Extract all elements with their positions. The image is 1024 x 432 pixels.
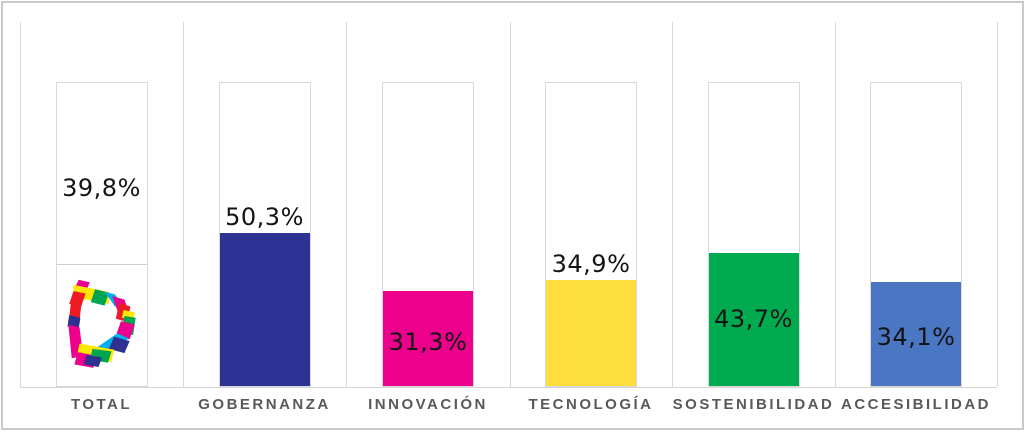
bar-accesibilidad bbox=[871, 282, 961, 386]
dti-hexagon-logo bbox=[66, 279, 136, 368]
value-label-accesibilidad: 34,1% bbox=[876, 323, 956, 351]
category-separator-line bbox=[997, 22, 998, 387]
category-separator-line bbox=[20, 22, 21, 387]
bar-track-accesibilidad bbox=[870, 82, 962, 387]
category-label-total: TOTAL bbox=[70, 396, 133, 413]
bar-track-innovacion bbox=[382, 82, 474, 387]
value-label-gobernanza: 50,3% bbox=[225, 203, 304, 231]
bar-innovacion bbox=[383, 291, 473, 386]
bar-track-sostenibilidad bbox=[707, 82, 800, 387]
bar-tecnologia bbox=[546, 280, 636, 386]
category-separator-line bbox=[835, 22, 836, 387]
category-separator-line bbox=[510, 22, 511, 387]
category-separator-line bbox=[672, 22, 673, 387]
category-separator-line bbox=[183, 22, 184, 387]
axis-baseline bbox=[20, 387, 997, 388]
bar-track-tecnologia bbox=[545, 82, 637, 387]
bar-track-gobernanza bbox=[218, 82, 311, 387]
value-label-total: 39,8% bbox=[62, 174, 141, 202]
category-label-sostenibilidad: SOSTENIBILIDAD bbox=[672, 396, 835, 413]
category-label-tecnologia: TECNOLOGÍA bbox=[528, 396, 654, 413]
category-label-gobernanza: GOBERNANZA bbox=[198, 396, 331, 413]
bar-sostenibilidad bbox=[708, 253, 799, 386]
value-label-innovacion: 31,3% bbox=[388, 328, 468, 356]
bar-gobernanza bbox=[219, 233, 310, 386]
value-label-tecnologia: 34,9% bbox=[551, 250, 631, 278]
category-separator-line bbox=[346, 22, 347, 387]
bar-track-total bbox=[55, 82, 148, 387]
value-label-sostenibilidad: 43,7% bbox=[714, 305, 793, 333]
bar-total-logo-area bbox=[56, 264, 147, 386]
category-label-innovacion: INNOVACIÓN bbox=[368, 396, 488, 413]
category-label-accesibilidad: ACCESIBILIDAD bbox=[840, 396, 992, 413]
